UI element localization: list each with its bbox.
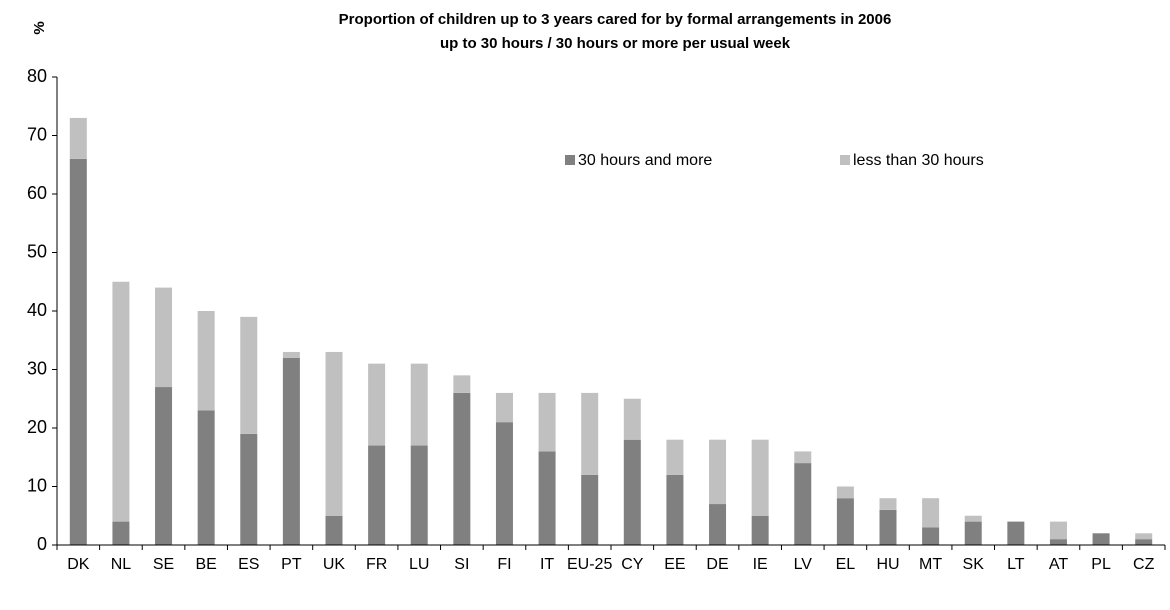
legend-swatch bbox=[565, 155, 575, 165]
chart-subtitle: up to 30 hours / 30 hours or more per us… bbox=[440, 35, 791, 52]
bar-segment bbox=[368, 445, 386, 545]
bar-segment bbox=[794, 451, 812, 464]
x-tick-label: EU-25 bbox=[567, 556, 612, 573]
bar-segment bbox=[666, 474, 684, 545]
bar-segment bbox=[1049, 539, 1067, 545]
x-tick-label: LU bbox=[409, 556, 429, 573]
x-tick-label: EL bbox=[836, 556, 856, 573]
bar-segment bbox=[453, 392, 471, 545]
bar-segment bbox=[112, 521, 130, 545]
bar-segment bbox=[325, 515, 343, 545]
bar-segment bbox=[879, 498, 897, 510]
bar-segment bbox=[69, 117, 87, 159]
x-tick-label: EE bbox=[664, 556, 685, 573]
bar-segment bbox=[155, 287, 173, 388]
y-tick-label: 50 bbox=[27, 241, 47, 261]
bar-segment bbox=[495, 392, 513, 423]
bar-segment bbox=[836, 486, 854, 499]
y-tick-label: 80 bbox=[27, 66, 47, 86]
bar-segment bbox=[709, 439, 727, 505]
bar-segment bbox=[794, 463, 812, 545]
y-tick-label: 20 bbox=[27, 417, 47, 437]
y-tick-label: 70 bbox=[27, 124, 47, 144]
bar-segment bbox=[453, 375, 471, 393]
bar-segment bbox=[410, 363, 428, 446]
bar-segment bbox=[495, 422, 513, 545]
bar-segment bbox=[623, 439, 641, 545]
x-tick-label: ES bbox=[238, 556, 259, 573]
bar-segment bbox=[751, 439, 769, 516]
x-tick-label: DE bbox=[706, 556, 728, 573]
legend-label: less than 30 hours bbox=[853, 152, 984, 169]
bar-segment bbox=[581, 474, 599, 545]
bar-segment bbox=[623, 398, 641, 440]
bar-segment bbox=[964, 515, 982, 522]
x-tick-label: SI bbox=[454, 556, 469, 573]
bar-segment bbox=[581, 392, 599, 475]
bar-segment bbox=[709, 504, 727, 545]
y-tick-label: 40 bbox=[27, 300, 47, 320]
bar-segment bbox=[922, 498, 940, 528]
x-tick-label: NL bbox=[111, 556, 132, 573]
bar-segment bbox=[879, 509, 897, 545]
bar-segment bbox=[1007, 521, 1025, 545]
x-tick-label: FR bbox=[366, 556, 387, 573]
bar-segment bbox=[1135, 533, 1153, 540]
x-tick-label: MT bbox=[919, 556, 942, 573]
x-tick-label: IE bbox=[753, 556, 768, 573]
bar-segment bbox=[410, 445, 428, 545]
bar-segment bbox=[112, 281, 130, 522]
legend-label: 30 hours and more bbox=[578, 152, 712, 169]
x-tick-label: PL bbox=[1091, 556, 1111, 573]
chart-title: Proportion of children up to 3 years car… bbox=[339, 11, 892, 28]
bar-segment bbox=[155, 387, 173, 545]
x-tick-label: SE bbox=[153, 556, 174, 573]
y-tick-label: 0 bbox=[37, 534, 47, 554]
bar-segment bbox=[1092, 533, 1110, 545]
x-tick-label: LV bbox=[794, 556, 813, 573]
bar-segment bbox=[240, 316, 258, 434]
y-tick-label: 60 bbox=[27, 183, 47, 203]
bar-segment bbox=[325, 351, 343, 516]
x-tick-label: CY bbox=[621, 556, 644, 573]
bar-segment bbox=[922, 527, 940, 545]
bar-segment bbox=[538, 451, 556, 545]
x-tick-label: BE bbox=[195, 556, 216, 573]
legend-swatch bbox=[840, 155, 850, 165]
bar-segment bbox=[751, 515, 769, 545]
x-tick-label: CZ bbox=[1133, 556, 1155, 573]
x-tick-label: HU bbox=[876, 556, 899, 573]
bar-segment bbox=[964, 521, 982, 545]
bar-segment bbox=[282, 351, 300, 358]
bar-segment bbox=[836, 498, 854, 545]
bar-segment bbox=[1135, 539, 1153, 545]
bar-segment bbox=[197, 410, 215, 545]
bar-segment bbox=[240, 433, 258, 545]
bar-segment bbox=[282, 357, 300, 545]
y-tick-label: 10 bbox=[27, 475, 47, 495]
bar-segment bbox=[368, 363, 386, 446]
x-tick-label: DK bbox=[67, 556, 90, 573]
y-axis-label: % bbox=[31, 21, 48, 34]
x-tick-label: PT bbox=[281, 556, 302, 573]
bar-segment bbox=[666, 439, 684, 475]
bar-segment bbox=[197, 311, 215, 411]
bar-segment bbox=[538, 392, 556, 452]
x-tick-label: IT bbox=[540, 556, 554, 573]
x-tick-label: SK bbox=[963, 556, 985, 573]
x-tick-label: UK bbox=[323, 556, 346, 573]
bar-segment bbox=[69, 158, 87, 545]
x-tick-label: LT bbox=[1007, 556, 1025, 573]
bar-segment bbox=[1049, 521, 1067, 540]
x-tick-label: AT bbox=[1049, 556, 1068, 573]
x-tick-label: FI bbox=[497, 556, 511, 573]
y-tick-label: 30 bbox=[27, 358, 47, 378]
